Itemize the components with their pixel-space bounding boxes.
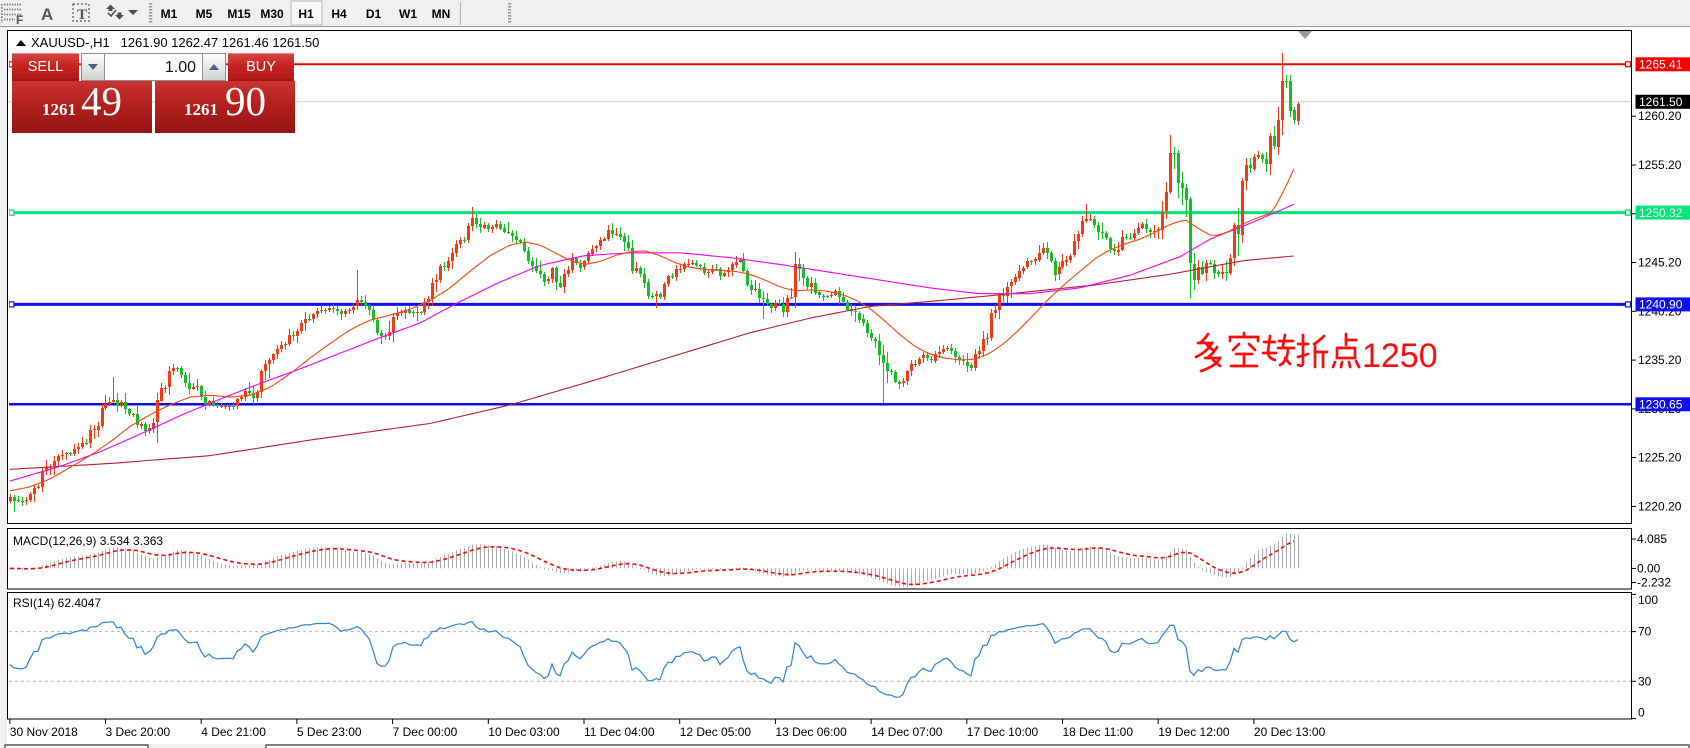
svg-text:14 Dec 07:00: 14 Dec 07:00 xyxy=(871,725,943,739)
svg-text:1250: 1250 xyxy=(1362,337,1438,375)
svg-text:7 Dec 00:00: 7 Dec 00:00 xyxy=(393,725,458,739)
svg-text:-2.232: -2.232 xyxy=(1637,576,1671,590)
svg-text:W1: W1 xyxy=(399,7,417,21)
svg-text:M15: M15 xyxy=(227,7,251,21)
svg-text:T: T xyxy=(77,7,87,23)
svg-text:4 Dec 21:00: 4 Dec 21:00 xyxy=(201,725,266,739)
svg-text:RSI(14) 62.4047: RSI(14) 62.4047 xyxy=(13,596,101,610)
svg-text:1230.65: 1230.65 xyxy=(1639,398,1683,412)
svg-text:M1: M1 xyxy=(161,7,178,21)
svg-text:30 Nov 2018: 30 Nov 2018 xyxy=(10,725,78,739)
svg-text:1225.20: 1225.20 xyxy=(1638,451,1682,465)
svg-text:D1: D1 xyxy=(366,7,382,21)
svg-text:1240.90: 1240.90 xyxy=(1639,298,1683,312)
svg-text:A: A xyxy=(41,5,53,24)
svg-text:MN: MN xyxy=(432,7,451,21)
svg-text:17 Dec 10:00: 17 Dec 10:00 xyxy=(967,725,1039,739)
svg-text:1261.50: 1261.50 xyxy=(1639,95,1683,109)
svg-text:30: 30 xyxy=(1638,674,1652,688)
svg-text:19 Dec 12:00: 19 Dec 12:00 xyxy=(1158,725,1230,739)
svg-text:3 Dec 20:00: 3 Dec 20:00 xyxy=(106,725,171,739)
svg-text:5 Dec 23:00: 5 Dec 23:00 xyxy=(297,725,362,739)
svg-text:MACD(12,26,9) 3.534 3.363: MACD(12,26,9) 3.534 3.363 xyxy=(13,534,163,548)
svg-text:M30: M30 xyxy=(260,7,284,21)
svg-text:10 Dec 03:00: 10 Dec 03:00 xyxy=(488,725,560,739)
svg-text:H4: H4 xyxy=(331,7,347,21)
svg-text:1260.20: 1260.20 xyxy=(1638,109,1682,123)
svg-text:70: 70 xyxy=(1638,625,1652,639)
svg-text:20 Dec 13:00: 20 Dec 13:00 xyxy=(1254,725,1326,739)
svg-text:13 Dec 06:00: 13 Dec 06:00 xyxy=(775,725,847,739)
svg-text:12 Dec 05:00: 12 Dec 05:00 xyxy=(680,725,752,739)
svg-text:1255.20: 1255.20 xyxy=(1638,158,1682,172)
svg-text:1235.20: 1235.20 xyxy=(1638,353,1682,367)
svg-text:0: 0 xyxy=(1638,706,1645,720)
svg-text:11 Dec 04:00: 11 Dec 04:00 xyxy=(584,725,655,739)
svg-text:F: F xyxy=(16,13,23,27)
svg-text:18 Dec 11:00: 18 Dec 11:00 xyxy=(1063,725,1134,739)
svg-text:4.085: 4.085 xyxy=(1637,532,1667,546)
svg-text:XAUUSD-,H1 1261.90 1262.47 1: XAUUSD-,H1 1261.90 1262.47 1261.46 1261.… xyxy=(31,35,319,50)
svg-text:M5: M5 xyxy=(196,7,213,21)
svg-text:1220.20: 1220.20 xyxy=(1638,499,1682,513)
svg-text:100: 100 xyxy=(1638,593,1658,607)
svg-text:H1: H1 xyxy=(298,7,314,21)
svg-text:1250.32: 1250.32 xyxy=(1639,206,1683,220)
svg-text:1265.41: 1265.41 xyxy=(1639,58,1683,72)
svg-text:1245.20: 1245.20 xyxy=(1638,256,1682,270)
svg-text:0.00: 0.00 xyxy=(1637,561,1661,575)
